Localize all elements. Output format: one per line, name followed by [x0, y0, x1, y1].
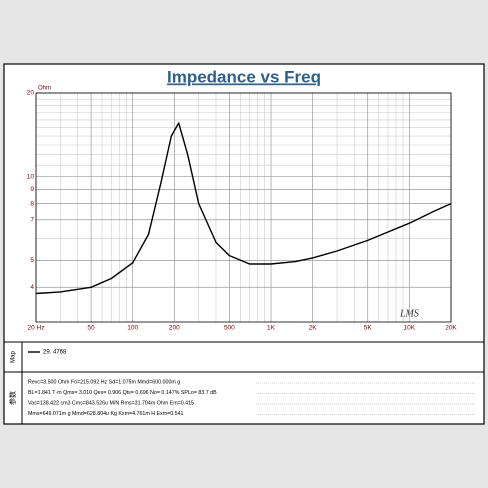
- panel: [3, 63, 485, 425]
- impedance-curve: [35, 122, 452, 295]
- y-tick-label: 5: [30, 257, 34, 264]
- y-tick-label: 4: [30, 284, 34, 291]
- x-tick-label: 10K: [404, 325, 416, 332]
- x-tick-label: 200: [169, 325, 180, 332]
- y-tick-label: 9: [30, 186, 34, 193]
- x-tick-label: 500: [224, 325, 235, 332]
- legend-label: Map: [11, 351, 17, 363]
- param-line: BL=1.841 T·m Qms= 3.010 Qes= 0.906 Qts= …: [28, 390, 217, 396]
- x-tick-label: 1K: [267, 325, 276, 332]
- x-tick-label: 5K: [364, 325, 373, 332]
- x-tick-label: 100: [127, 325, 138, 332]
- x-tick-label: 2K: [309, 325, 318, 332]
- x-tick-label: 50: [87, 325, 95, 332]
- x-tick-label: 20K: [445, 325, 457, 332]
- watermark: LMS: [399, 308, 419, 319]
- plot-frame: [35, 92, 452, 323]
- param-line: Vas=138.422 cm3 Cms=843.526u M/N Rms=31.…: [28, 400, 194, 406]
- params-label: 参数: [8, 391, 17, 405]
- y-tick-label: 7: [30, 216, 34, 223]
- y-tick-label: 8: [30, 200, 34, 207]
- param-line: Revc=3.500 Ohm Fo=215.092 Hz Sd=1.075m M…: [28, 379, 180, 385]
- y-tick-label: 20: [27, 90, 35, 97]
- param-line: Mms=649.071m g Mmd=628.804u Kg Kxm=4.761…: [28, 411, 184, 417]
- legend-entry: 29. 4768: [43, 350, 67, 356]
- y-tick-label: 10: [27, 173, 35, 180]
- chart-title: Impedance vs Freq: [167, 67, 321, 86]
- x-tick-label: 20 Hz: [28, 325, 45, 332]
- y-axis-label: Ohm: [38, 86, 51, 92]
